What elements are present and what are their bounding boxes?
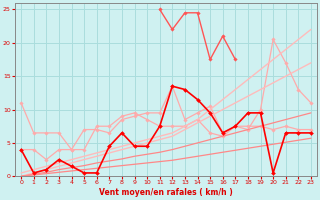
X-axis label: Vent moyen/en rafales ( km/h ): Vent moyen/en rafales ( km/h ) — [99, 188, 233, 197]
